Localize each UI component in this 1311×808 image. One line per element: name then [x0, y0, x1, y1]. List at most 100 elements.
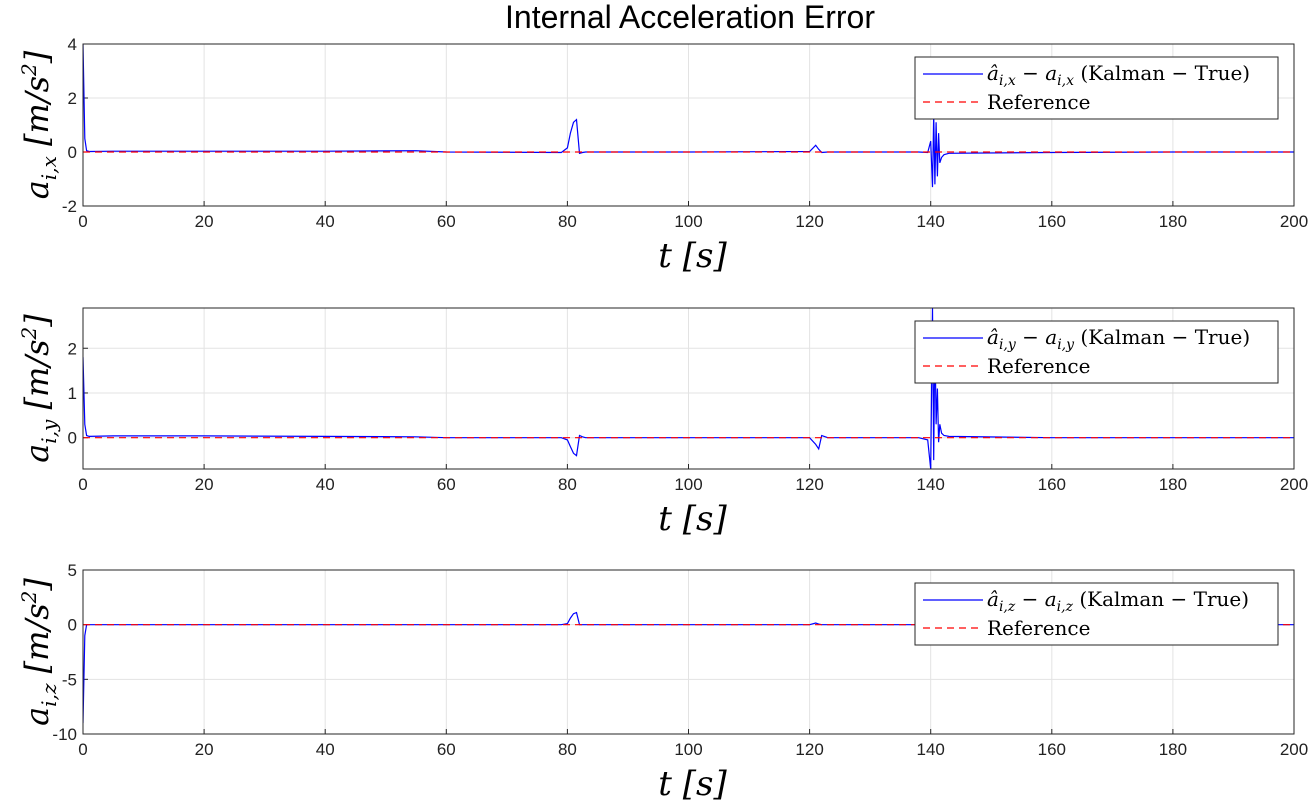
figure-title: Internal Acceleration Error: [505, 0, 875, 35]
legend-reference-label: Reference: [987, 616, 1090, 640]
y-label-unit: [m/s: [18, 76, 56, 156]
axes-2: 0 20 40 60 80 100 120 140 160 180 200 0 1 2 t [s] ai,y …: [17, 307, 1308, 539]
x-tick-label: 180: [1159, 740, 1187, 759]
y-tick-label: 1: [68, 384, 77, 403]
y-axis-label: ai,x [m/s2]: [17, 50, 61, 199]
legend-kalman-text: (Kalman − True): [1074, 61, 1250, 85]
y-axis-label: ai,z [m/s2]: [17, 578, 61, 726]
y-label-exp: 2: [17, 327, 41, 341]
x-axis-label: t [s]: [658, 499, 727, 539]
x-tick-label: 0: [78, 740, 87, 759]
y-tick-label: -2: [62, 197, 77, 216]
y-tick-label: 0: [68, 143, 77, 162]
legend-kalman-sub2: i,y: [1057, 337, 1075, 353]
legend: âi,z − ai,z (Kalman − True)Reference: [914, 582, 1279, 646]
legend-kalman-mid: − a: [1016, 61, 1057, 85]
x-tick-label: 60: [437, 475, 456, 494]
x-tick-label: 160: [1038, 740, 1066, 759]
x-tick-label: 20: [195, 212, 214, 231]
y-tick-label: 5: [68, 561, 77, 580]
x-tick-label: 40: [316, 212, 335, 231]
x-tick-label: 120: [795, 212, 823, 231]
x-tick-label: 160: [1038, 212, 1066, 231]
y-label-var: a: [18, 707, 56, 726]
x-tick-label: 120: [795, 475, 823, 494]
x-tick-label: 200: [1280, 212, 1308, 231]
legend-kalman-label: âi,y − ai,y (Kalman − True): [987, 325, 1250, 353]
x-tick-label: 100: [674, 740, 702, 759]
y-tick-label: 0: [68, 616, 77, 635]
series-group: [83, 308, 1294, 469]
legend: âi,y − ai,y (Kalman − True)Reference: [914, 320, 1279, 384]
x-tick-label: 0: [78, 475, 87, 494]
x-tick-label: 20: [195, 475, 214, 494]
x-tick-label: 180: [1159, 212, 1187, 231]
y-label-close: ]: [18, 578, 56, 592]
y-label-var: a: [18, 180, 56, 199]
legend-kalman-mid: − a: [1016, 325, 1057, 349]
y-axis-label: ai,y [m/s2]: [17, 314, 61, 463]
y-tick-label: 2: [68, 339, 77, 358]
axes-box: [82, 307, 1295, 470]
y-label-exp: 2: [17, 63, 41, 77]
y-tick-label: 4: [68, 35, 77, 54]
axes-box: [82, 569, 1295, 735]
series-group: [83, 44, 1294, 188]
y-label-close: ]: [18, 50, 56, 64]
x-tick-label: 60: [437, 740, 456, 759]
x-tick-label: 180: [1159, 475, 1187, 494]
legend-box: [914, 56, 1279, 120]
y-tick-label: -5: [62, 670, 77, 689]
legend-reference-label: Reference: [987, 354, 1090, 378]
y-label-exp: 2: [17, 591, 41, 605]
y-tick-label: 2: [68, 89, 77, 108]
legend-box: [914, 582, 1279, 646]
x-tick-label: 60: [437, 212, 456, 231]
legend-kalman-text: (Kalman − True): [1073, 587, 1249, 611]
legend-kalman-label: âi,x − ai,x (Kalman − True): [987, 61, 1250, 89]
x-tick-label: 80: [558, 740, 577, 759]
x-tick-label: 200: [1280, 740, 1308, 759]
x-tick-label: 0: [78, 212, 87, 231]
x-tick-label: 80: [558, 475, 577, 494]
legend-kalman-mid: − a: [1015, 587, 1056, 611]
y-label-sub: i,x: [37, 156, 61, 180]
legend-kalman-label: âi,z − ai,z (Kalman − True): [987, 587, 1249, 615]
legend-kalman-text: (Kalman − True): [1074, 325, 1250, 349]
x-tick-label: 140: [917, 740, 945, 759]
legend: âi,x − ai,x (Kalman − True)Reference: [914, 56, 1279, 120]
y-label-sub: i,y: [37, 419, 61, 444]
y-label-var: a: [18, 444, 56, 463]
y-label-sub: i,z: [37, 683, 61, 707]
axes-box: [82, 43, 1295, 207]
x-tick-label: 140: [917, 212, 945, 231]
x-tick-label: 40: [316, 740, 335, 759]
legend-kalman-sub2: i,z: [1057, 599, 1074, 615]
legend-box: [914, 320, 1279, 384]
x-tick-label: 100: [674, 475, 702, 494]
axes-3: 0 20 40 60 80 100 120 140 160 180 200 -10 -5 0 5 t [s] a…: [17, 561, 1308, 804]
x-tick-label: 160: [1038, 475, 1066, 494]
x-tick-label: 200: [1280, 475, 1308, 494]
y-label-close: ]: [18, 314, 56, 328]
x-axis-label: t [s]: [658, 764, 727, 804]
legend-kalman-hat: â: [987, 587, 999, 611]
series-kalman-line: [83, 308, 1294, 469]
legend-kalman-hat: â: [987, 61, 999, 85]
y-label-unit: [m/s: [18, 339, 56, 419]
legend-reference-label: Reference: [987, 90, 1090, 114]
x-tick-label: 80: [558, 212, 577, 231]
y-tick-label: 0: [68, 429, 77, 448]
x-tick-label: 20: [195, 740, 214, 759]
y-label-unit: [m/s: [18, 603, 56, 683]
x-tick-label: 140: [917, 475, 945, 494]
y-tick-label: -10: [52, 725, 77, 744]
series-kalman-line: [83, 44, 1294, 188]
x-tick-label: 120: [795, 740, 823, 759]
legend-kalman-sub: i,x: [999, 73, 1016, 89]
x-tick-label: 40: [316, 475, 335, 494]
legend-kalman-sub2: i,x: [1057, 73, 1074, 89]
